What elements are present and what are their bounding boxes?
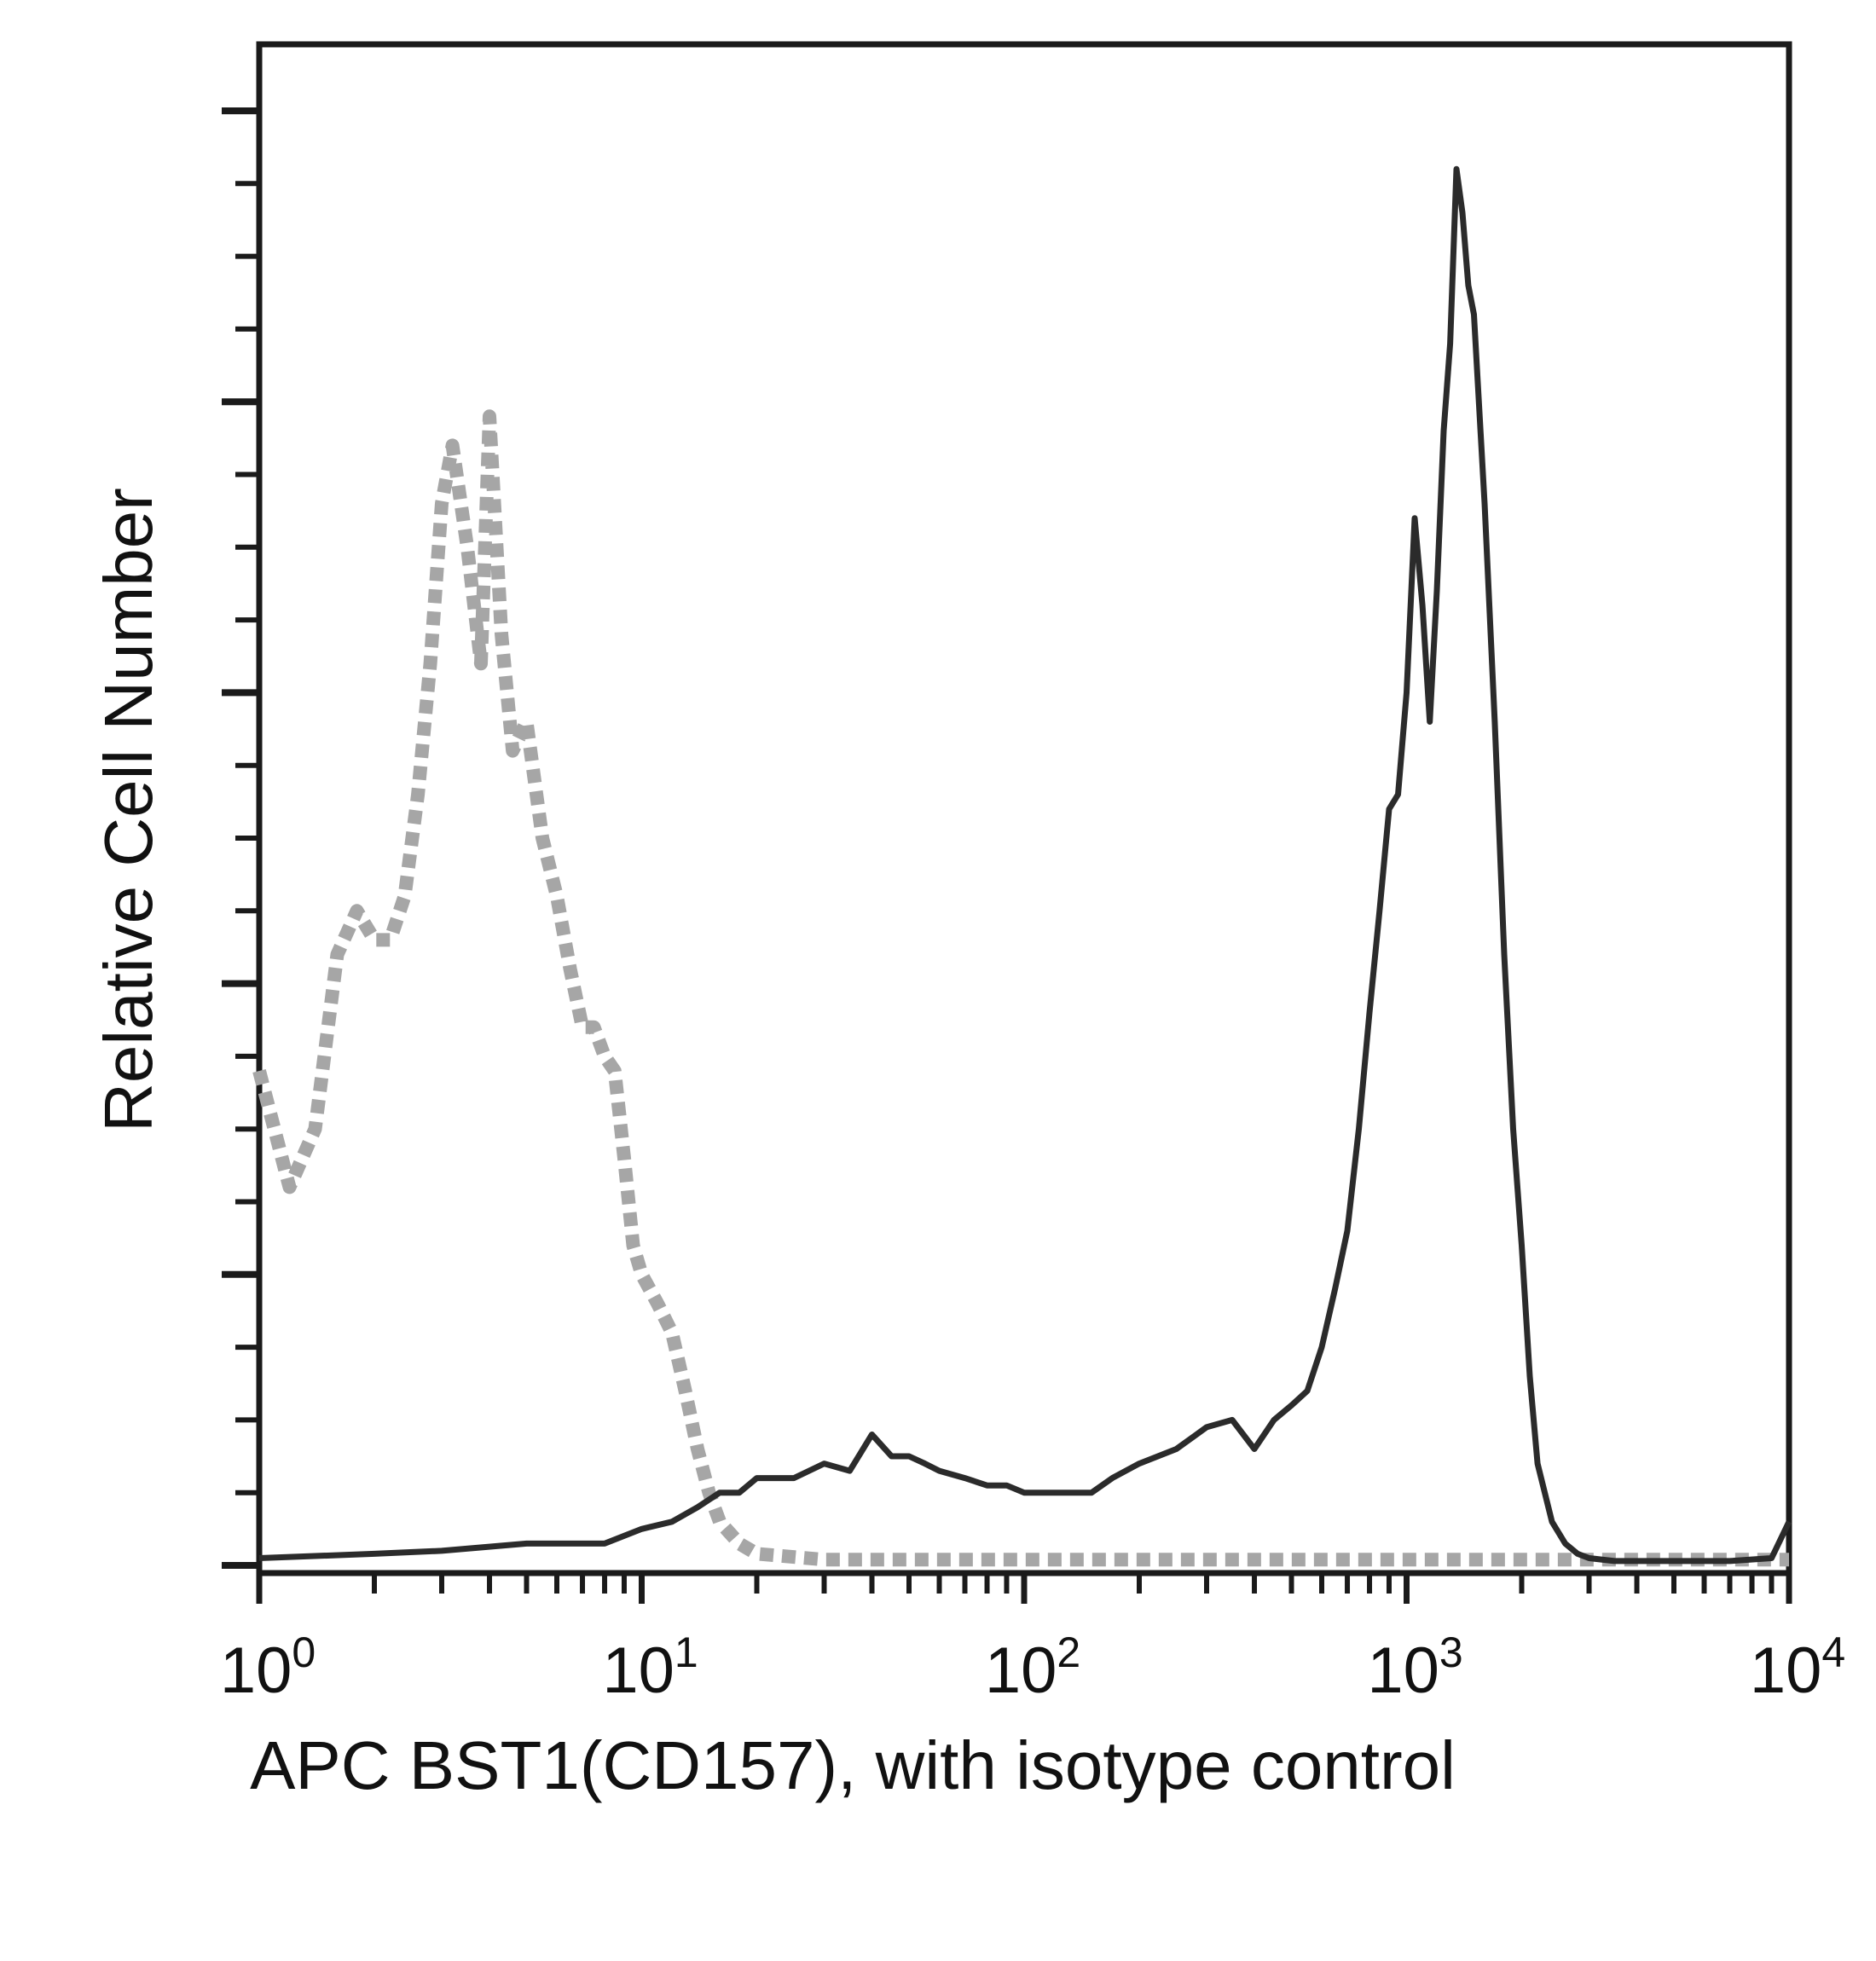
x-axis-ticks: [256, 1573, 1792, 1604]
plot-frame: [256, 41, 1792, 1576]
x-tick-label: 102: [985, 1628, 1080, 1707]
isotype-control-series: [252, 409, 1789, 1567]
x-tick-label: 101: [602, 1628, 698, 1707]
bst1-stained-series: [258, 165, 1792, 1565]
series-layer: [252, 165, 1792, 1567]
x-tick-label: 104: [1750, 1628, 1845, 1707]
x-axis-title: APC BST1(CD157), with isotype control: [250, 1727, 1456, 1803]
x-tick-label: 100: [220, 1628, 316, 1707]
x-axis-tick-labels: 100 101 102 103 104: [220, 1628, 1845, 1707]
y-axis-ticks: [222, 107, 259, 1569]
y-axis-title: Relative Cell Number: [90, 488, 166, 1132]
x-tick-label: 103: [1367, 1628, 1462, 1707]
